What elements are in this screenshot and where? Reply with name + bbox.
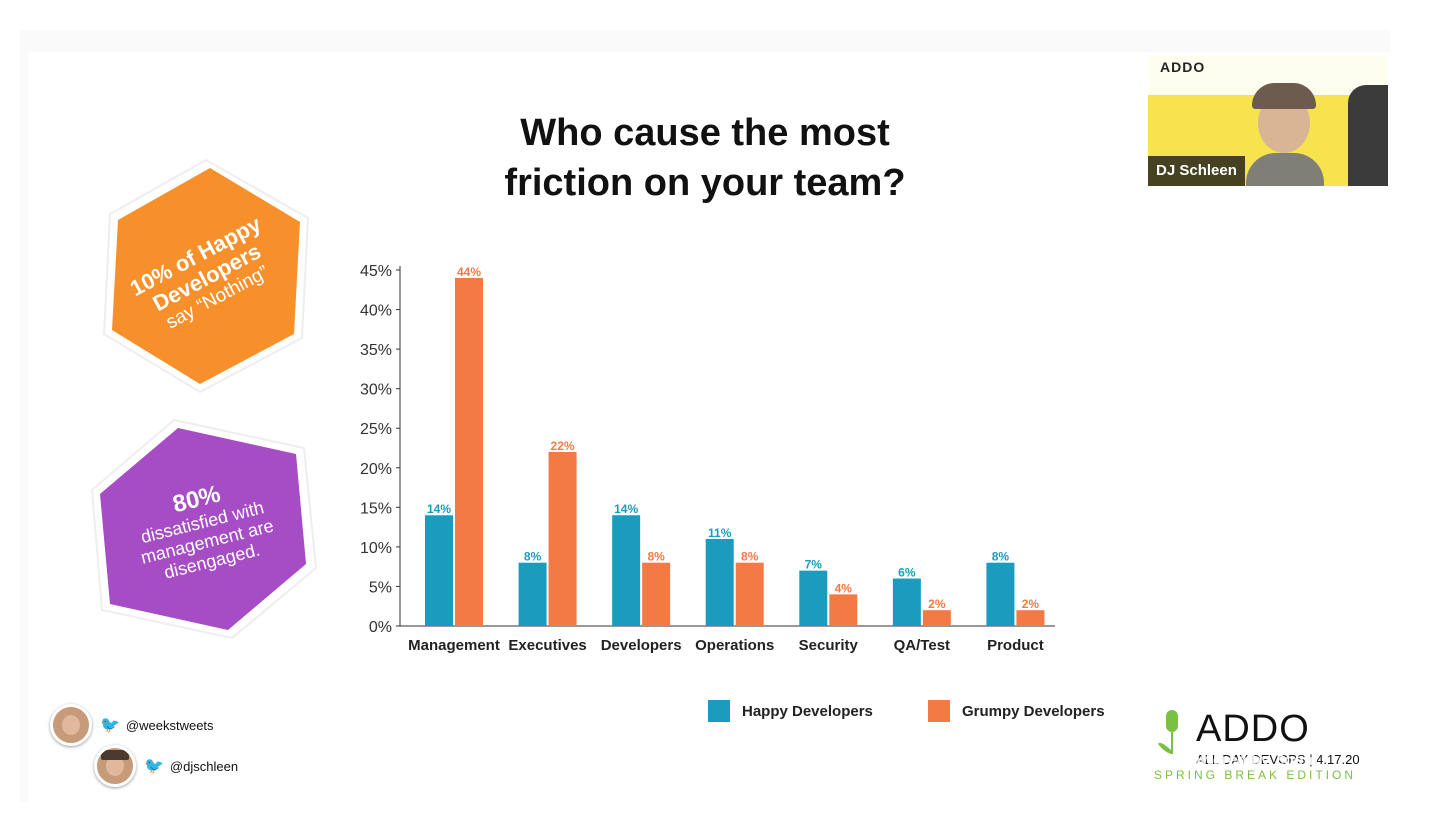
y-tick-label: 15%: [360, 500, 392, 517]
bar-grumpy-qatest: [922, 610, 951, 626]
data-label: 4%: [835, 581, 853, 595]
video-background-person: [1348, 85, 1388, 186]
data-label: 8%: [524, 550, 542, 564]
y-tick-label: 30%: [360, 382, 392, 399]
y-tick-label: 35%: [360, 342, 392, 359]
addo-edition: SPRING BREAK EDITION: [1154, 768, 1357, 782]
bar-grumpy-developers: [642, 562, 671, 626]
twitter-icon: 🐦: [144, 758, 164, 775]
y-tick-label: 10%: [360, 540, 392, 557]
bar-happy-qatest: [892, 578, 921, 626]
data-label: 14%: [427, 502, 451, 516]
bar-happy-product: [986, 562, 1015, 626]
bar-grumpy-operations: [735, 562, 764, 626]
y-tick-label: 0%: [369, 619, 392, 636]
avatar: [94, 745, 136, 787]
twitter-handle: @weekstweets: [125, 717, 214, 733]
dissatisfied-callout: 80% dissatisfied with management are dis…: [90, 418, 318, 640]
zoom-watermark: Powered by Zoom: [1180, 752, 1318, 769]
x-tick-label: Operations: [695, 637, 774, 654]
microphone-plant-icon: [1158, 710, 1178, 754]
data-label: 7%: [805, 558, 823, 572]
data-label: 14%: [614, 502, 638, 516]
y-tick-label: 5%: [369, 579, 392, 596]
video-addo-logo: ADDO: [1160, 59, 1206, 75]
legend-grumpy: Grumpy Developers: [928, 700, 1105, 722]
speaker-video-tile[interactable]: ADDO DJ Schleen: [1148, 55, 1388, 186]
x-tick-label: Product: [987, 637, 1044, 654]
data-label: 22%: [551, 439, 575, 453]
data-label: 6%: [898, 566, 916, 580]
y-tick-label: 20%: [360, 461, 392, 478]
y-tick-label: 25%: [360, 421, 392, 438]
happy-developers-callout: 10% of Happy Developers say “Nothing”: [100, 158, 312, 394]
avatar: [50, 704, 92, 746]
bar-happy-operations: [705, 538, 734, 626]
x-tick-label: QA/Test: [894, 637, 950, 654]
legend-happy: Happy Developers: [708, 700, 873, 722]
addo-logo-text: ADDO: [1196, 708, 1310, 750]
x-tick-label: Management: [408, 637, 500, 654]
data-label: 44%: [457, 265, 481, 279]
friction-bar-chart: 0% 5% 10% 15% 20% 25% 30% 35% 40% 45% 14% 44% Manage…: [360, 263, 1055, 654]
x-tick-label: Developers: [601, 637, 682, 654]
speaker-figure: [1246, 75, 1324, 186]
data-label: 2%: [1022, 597, 1040, 611]
social-handle-1: 🐦 @weekstweets: [50, 704, 214, 746]
legend-label-grumpy: Grumpy Developers: [962, 702, 1105, 720]
y-tick-label: 40%: [360, 303, 392, 320]
social-handle-2: 🐦 @djschleen: [94, 745, 238, 787]
title-line-1: Who cause the most: [520, 112, 890, 154]
data-label: 8%: [647, 550, 665, 564]
bar-grumpy-executives: [548, 451, 577, 626]
speaker-name-label: DJ Schleen: [1148, 156, 1245, 186]
data-label: 11%: [708, 526, 732, 540]
twitter-handle: @djschleen: [169, 758, 239, 774]
purple-hexagon-shape: [90, 418, 318, 640]
data-label: 8%: [992, 550, 1010, 564]
bar-happy-executives: [518, 562, 547, 626]
legend-label-happy: Happy Developers: [742, 702, 873, 720]
data-label: 8%: [741, 550, 759, 564]
bar-happy-developers: [612, 515, 641, 626]
y-tick-label: 45%: [360, 263, 392, 280]
slide-title: Who cause the most friction on your team…: [470, 108, 940, 208]
data-label: 2%: [928, 597, 946, 611]
bar-grumpy-product: [1016, 610, 1045, 626]
bar-happy-security: [799, 570, 828, 626]
twitter-icon: 🐦: [100, 717, 120, 734]
orange-hexagon-shape: [102, 158, 310, 394]
x-tick-label: Security: [799, 637, 859, 654]
bar-grumpy-security: [829, 594, 858, 626]
bar-happy-management: [425, 515, 453, 626]
x-tick-label: Executives: [508, 637, 586, 654]
legend-swatch-happy: [708, 700, 730, 722]
legend-swatch-grumpy: [928, 700, 950, 722]
bar-grumpy-management: [455, 277, 483, 626]
addo-tagline: ALL DAY DEVOPS | 4.17.20: [1196, 752, 1360, 767]
title-line-2: friction on your team?: [504, 162, 906, 204]
addo-event-logo: ADDO ALL DAY DEVOPS | 4.17.20 SPRING BRE…: [1150, 708, 1360, 788]
